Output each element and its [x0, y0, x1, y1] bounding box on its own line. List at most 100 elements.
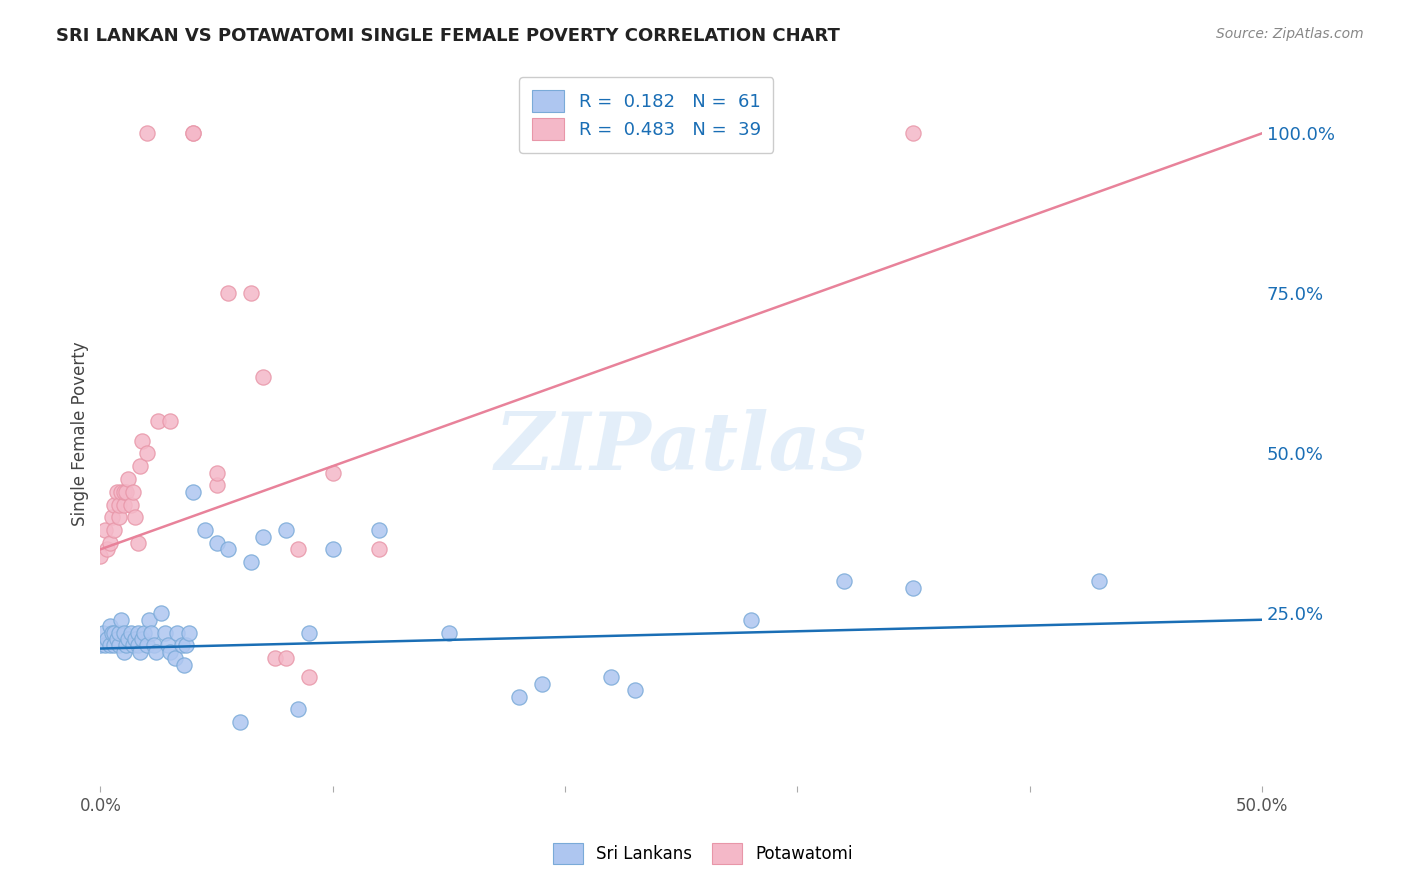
Point [205, 478, 228, 492]
Point [112, 484, 135, 499]
Point [159, 414, 181, 428]
Point [166, 625, 188, 640]
Point [108, 498, 131, 512]
Point [127, 625, 149, 640]
Point [181, 484, 204, 499]
Point [115, 638, 138, 652]
Point [108, 510, 131, 524]
Point [122, 484, 145, 499]
Point [298, 670, 321, 684]
Point [181, 126, 204, 140]
Point [205, 536, 228, 550]
Point [240, 286, 263, 301]
Point [287, 542, 309, 557]
Point [508, 690, 530, 704]
Point [287, 702, 309, 716]
Point [138, 613, 160, 627]
Point [155, 625, 177, 640]
Point [135, 638, 157, 652]
Point [98, 619, 121, 633]
Point [98, 638, 121, 652]
Point [1088, 574, 1111, 589]
Point [298, 625, 321, 640]
Point [105, 632, 128, 646]
Point [217, 542, 239, 557]
Point [276, 523, 298, 537]
Point [120, 498, 142, 512]
Point [89, 549, 111, 563]
Point [832, 574, 855, 589]
Point [110, 613, 132, 627]
Point [163, 651, 186, 665]
Point [229, 715, 252, 730]
Text: Source: ZipAtlas.com: Source: ZipAtlas.com [1216, 27, 1364, 41]
Text: ZIPatlas: ZIPatlas [495, 409, 868, 487]
Point [127, 536, 149, 550]
Legend: Sri Lankans, Potawatomi: Sri Lankans, Potawatomi [547, 837, 859, 871]
Point [94, 638, 117, 652]
Point [149, 607, 172, 621]
Point [108, 625, 131, 640]
Point [903, 126, 925, 140]
Point [103, 523, 125, 537]
Point [131, 434, 153, 448]
Point [128, 459, 150, 474]
Point [600, 670, 623, 684]
Point [181, 126, 204, 140]
Point [89, 638, 111, 652]
Point [159, 645, 181, 659]
Point [903, 581, 925, 595]
Point [173, 657, 195, 672]
Point [252, 530, 274, 544]
Point [263, 651, 285, 665]
Point [103, 625, 125, 640]
Point [145, 645, 167, 659]
Point [101, 625, 124, 640]
Point [124, 632, 146, 646]
Point [217, 286, 239, 301]
Point [128, 645, 150, 659]
Point [91, 625, 114, 640]
Point [134, 625, 156, 640]
Point [117, 472, 139, 486]
Point [322, 466, 344, 480]
Text: SRI LANKAN VS POTAWATOMI SINGLE FEMALE POVERTY CORRELATION CHART: SRI LANKAN VS POTAWATOMI SINGLE FEMALE P… [56, 27, 841, 45]
Point [112, 645, 135, 659]
Point [135, 126, 157, 140]
Point [120, 625, 142, 640]
Point [103, 498, 125, 512]
Point [740, 613, 762, 627]
Point [124, 510, 146, 524]
Point [96, 542, 118, 557]
Point [368, 542, 391, 557]
Point [623, 683, 645, 698]
Point [437, 625, 460, 640]
Point [105, 484, 128, 499]
Point [101, 510, 124, 524]
Point [131, 632, 153, 646]
Point [156, 638, 179, 652]
Point [530, 677, 553, 691]
Point [240, 555, 263, 569]
Point [368, 523, 391, 537]
Point [194, 523, 217, 537]
Point [110, 484, 132, 499]
Point [98, 536, 121, 550]
Point [115, 484, 138, 499]
Point [117, 632, 139, 646]
Point [122, 638, 145, 652]
Point [176, 638, 198, 652]
Point [276, 651, 298, 665]
Point [108, 638, 131, 652]
Point [96, 632, 118, 646]
Point [205, 466, 228, 480]
Point [135, 446, 157, 460]
Point [170, 638, 193, 652]
Point [112, 498, 135, 512]
Point [148, 414, 170, 428]
Y-axis label: Single Female Poverty: Single Female Poverty [72, 342, 89, 526]
Point [127, 638, 149, 652]
Point [141, 625, 163, 640]
Point [252, 369, 274, 384]
Point [103, 638, 125, 652]
